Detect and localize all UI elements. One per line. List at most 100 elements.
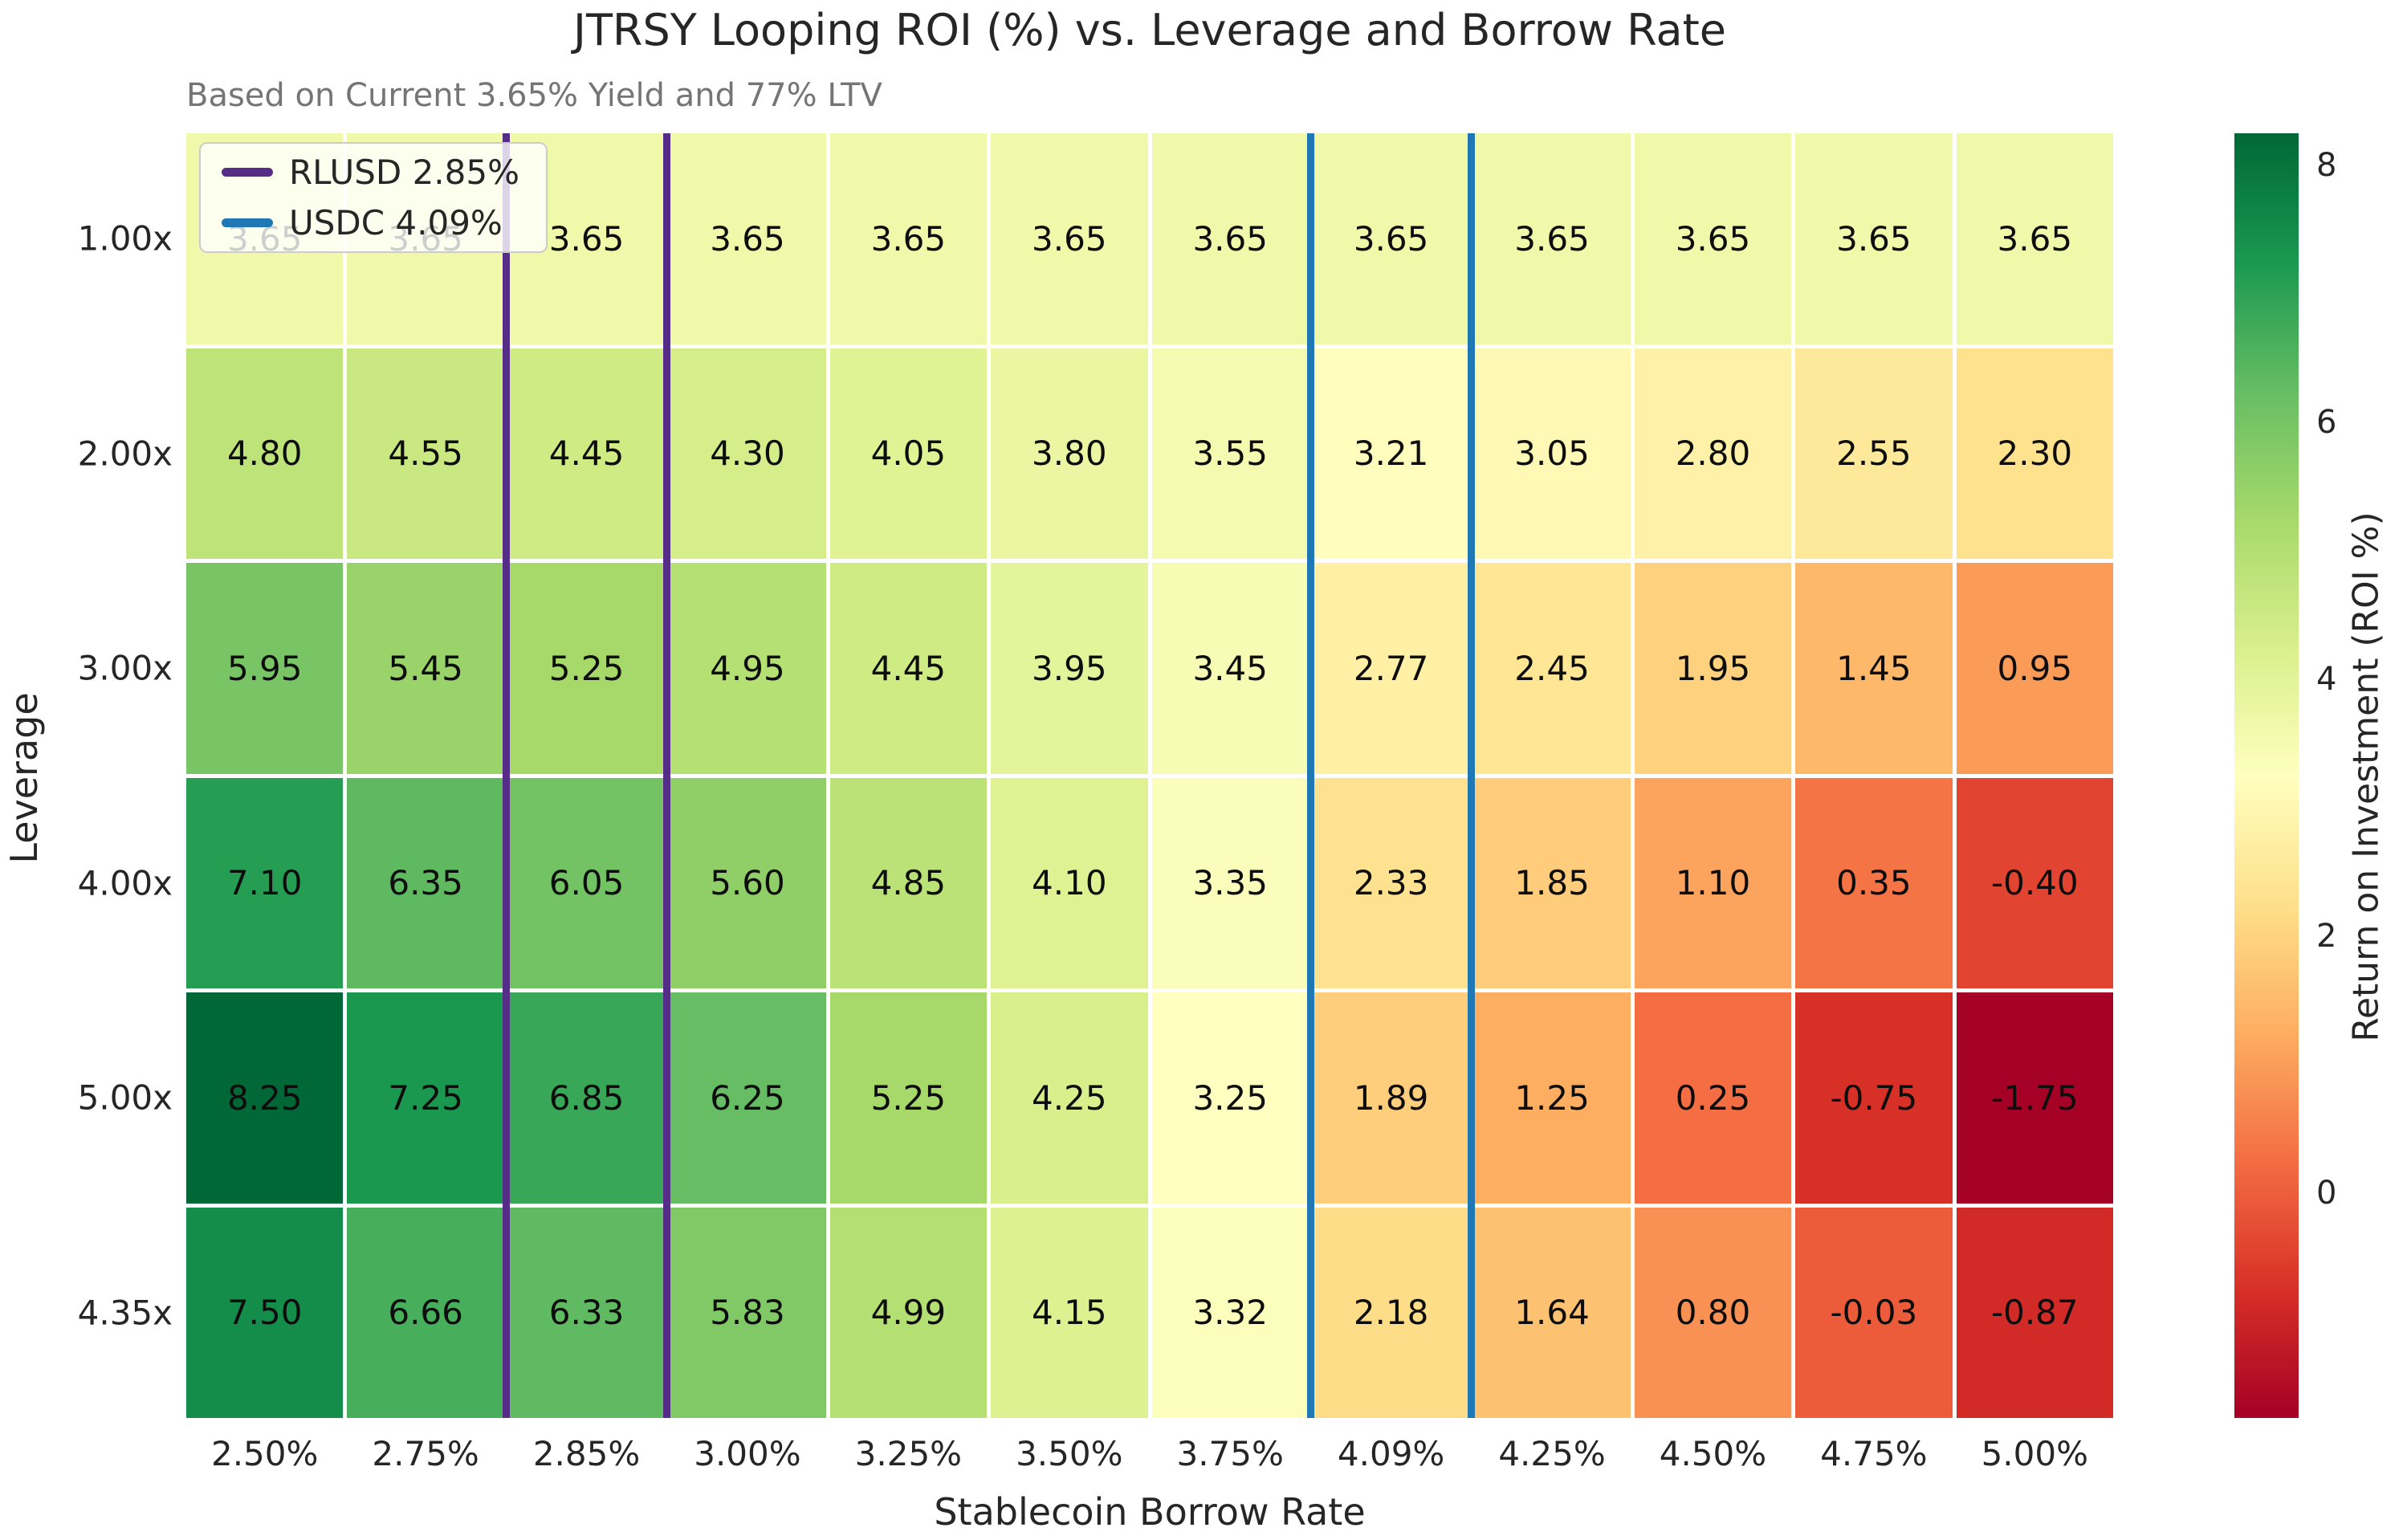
x-tick-label: 4.25%: [1498, 1434, 1606, 1473]
heatmap-grid: 3.65 3.65 3.65 3.65 3.65 3.65 3.65 3.65 3.65 3.65…: [186, 133, 2113, 1418]
heatmap-cell: 5.83: [669, 1207, 826, 1418]
legend-item: RLUSD 2.85%: [201, 153, 546, 192]
legend-item: USDC 4.09%: [201, 203, 546, 242]
heatmap-cell: 2.55: [1795, 348, 1953, 559]
heatmap-cell: 1.10: [1634, 777, 1792, 988]
heatmap-cell: 4.95: [669, 563, 826, 774]
heatmap-cell: 8.25: [186, 992, 344, 1204]
heatmap-cell: 6.85: [507, 992, 666, 1204]
heatmap-cell: 5.25: [829, 992, 988, 1204]
chart-subtitle: Based on Current 3.65% Yield and 77% LTV: [186, 77, 882, 114]
heatmap-cell: 0.25: [1634, 992, 1792, 1204]
heatmap-cell: 2.30: [1956, 348, 2113, 559]
heatmap-cell: 3.25: [1151, 992, 1309, 1204]
x-tick-label: 2.50%: [210, 1434, 319, 1473]
heatmap-cell: 4.45: [829, 563, 988, 774]
x-tick-label: 4.09%: [1337, 1434, 1445, 1473]
heatmap-cell: 4.45: [507, 348, 666, 559]
colorbar-tick-label: 8: [2316, 147, 2337, 184]
x-tick-label: 3.75%: [1176, 1434, 1284, 1473]
colorbar-tick-label: 0: [2316, 1175, 2337, 1212]
legend-label: RLUSD 2.85%: [289, 153, 520, 192]
heatmap-cell: 0.80: [1634, 1207, 1792, 1418]
heatmap-cell: 5.95: [186, 563, 344, 774]
x-tick-label: 4.50%: [1659, 1434, 1767, 1473]
y-tick-label: 4.00x: [77, 863, 173, 903]
heatmap-cell: 4.85: [829, 777, 988, 988]
heatmap-cell: 1.25: [1473, 992, 1631, 1204]
heatmap-cell: 4.99: [829, 1207, 988, 1418]
chart-title: JTRSY Looping ROI (%) vs. Leverage and B…: [573, 5, 1726, 55]
x-tick-label: 3.25%: [854, 1434, 963, 1473]
heatmap-cell: 6.35: [347, 777, 504, 988]
heatmap-cell: -0.03: [1795, 1207, 1953, 1418]
heatmap-cell: -1.75: [1956, 992, 2113, 1204]
heatmap-cell: 3.35: [1151, 777, 1309, 988]
heatmap-cell: 2.77: [1312, 563, 1470, 774]
heatmap-cell: 1.45: [1795, 563, 1953, 774]
y-tick-label: 1.00x: [77, 218, 173, 259]
heatmap-cell: 3.21: [1312, 348, 1470, 559]
heatmap-cell: 1.85: [1473, 777, 1631, 988]
heatmap-cell: 3.65: [669, 133, 826, 344]
heatmap-cell: 3.80: [991, 348, 1148, 559]
heatmap-cell: 3.65: [1151, 133, 1309, 344]
heatmap-cell: 0.35: [1795, 777, 1953, 988]
heatmap-cell: 3.65: [1312, 133, 1470, 344]
heatmap-cell: 3.65: [1634, 133, 1792, 344]
heatmap-cell: 3.65: [1956, 133, 2113, 344]
x-tick-label: 3.00%: [694, 1434, 801, 1473]
x-tick-label: 2.85%: [532, 1434, 641, 1473]
heatmap-cell: 3.65: [1795, 133, 1953, 344]
heatmap-cell: 3.32: [1151, 1207, 1309, 1418]
heatmap-cell: -0.40: [1956, 777, 2113, 988]
y-tick-label: 3.00x: [77, 648, 173, 688]
refline-usdc: [1468, 133, 1476, 1418]
heatmap-cell: 2.45: [1473, 563, 1631, 774]
colorbar-tick-label: 6: [2316, 404, 2337, 441]
y-axis-label: Leverage: [2, 692, 46, 864]
heatmap-cell: 6.66: [347, 1207, 504, 1418]
colorbar-tick-label: 4: [2316, 661, 2337, 698]
x-tick-label: 2.75%: [372, 1434, 479, 1473]
heatmap-cell: 4.10: [991, 777, 1148, 988]
heatmap-cell: 4.05: [829, 348, 988, 559]
heatmap-cell: 6.05: [507, 777, 666, 988]
heatmap-cell: -0.87: [1956, 1207, 2113, 1418]
legend: RLUSD 2.85% USDC 4.09%: [199, 142, 548, 253]
heatmap-cell: -0.75: [1795, 992, 1953, 1204]
heatmap-cell: 2.33: [1312, 777, 1470, 988]
refline-rlusd: [502, 133, 510, 1418]
heatmap-cell: 0.95: [1956, 563, 2113, 774]
heatmap-cell: 5.60: [669, 777, 826, 988]
heatmap-cell: 1.95: [1634, 563, 1792, 774]
legend-line-swatch: [222, 218, 273, 227]
heatmap-cell: 7.50: [186, 1207, 344, 1418]
y-tick-label: 5.00x: [77, 1078, 173, 1118]
heatmap-cell: 4.55: [347, 348, 504, 559]
heatmap-cell: 3.65: [1473, 133, 1631, 344]
x-axis-label: Stablecoin Borrow Rate: [934, 1490, 1366, 1534]
heatmap-cell: 3.45: [1151, 563, 1309, 774]
heatmap-cell: 3.65: [991, 133, 1148, 344]
refline-rlusd: [663, 133, 671, 1418]
x-tick-label: 5.00%: [1981, 1434, 2088, 1473]
heatmap-cell: 6.25: [669, 992, 826, 1204]
colorbar-tick-label: 2: [2316, 918, 2337, 955]
colorbar-label: Return on Investment (ROI %): [2345, 511, 2387, 1042]
heatmap-cell: 3.55: [1151, 348, 1309, 559]
heatmap-cell: 4.25: [991, 992, 1148, 1204]
heatmap-cell: 2.80: [1634, 348, 1792, 559]
heatmap-cell: 3.65: [829, 133, 988, 344]
heatmap-cell: 4.80: [186, 348, 344, 559]
heatmap-cell: 3.95: [991, 563, 1148, 774]
y-tick-label: 4.35x: [77, 1293, 173, 1333]
refline-usdc: [1306, 133, 1314, 1418]
heatmap-cell: 5.25: [507, 563, 666, 774]
heatmap-cell: 3.05: [1473, 348, 1631, 559]
x-tick-label: 4.75%: [1820, 1434, 1928, 1473]
heatmap-cell: 2.18: [1312, 1207, 1470, 1418]
y-tick-label: 2.00x: [77, 434, 173, 474]
heatmap-cell: 1.89: [1312, 992, 1470, 1204]
